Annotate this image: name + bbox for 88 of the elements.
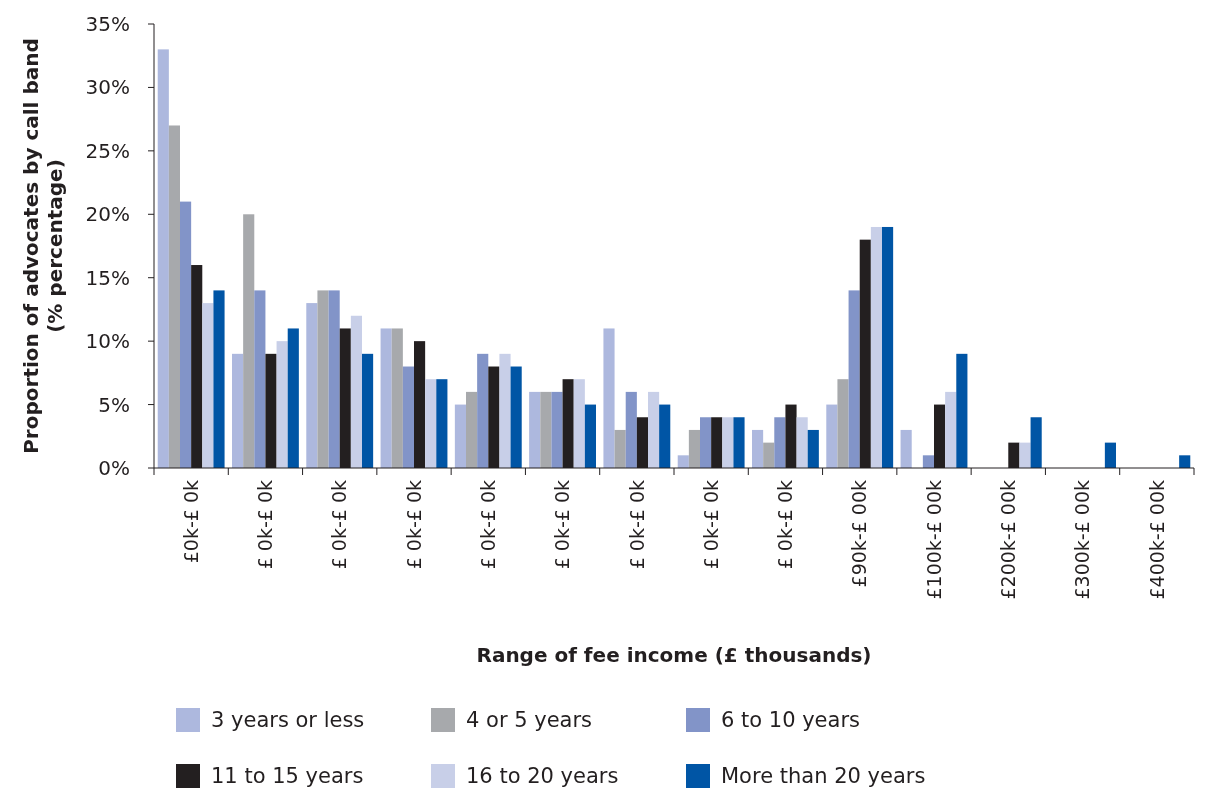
y-tick-label: 15% [85,265,130,290]
bar [350,315,362,468]
bar [499,353,511,468]
bar [425,379,437,468]
bar [700,417,712,468]
bar [202,303,214,468]
bar [826,404,838,468]
bar [540,391,552,468]
bar [882,226,894,468]
bar [157,49,169,468]
bar [436,379,448,468]
bar [648,391,660,468]
y-tick-label: 10% [85,329,130,354]
bar [837,379,849,468]
bar [807,429,819,468]
bar [659,404,671,468]
bar [722,417,734,468]
bar [945,391,957,468]
bar [922,455,934,468]
x-tick-label: £300k-£ 00k [1071,480,1094,600]
x-tick-label: £0k-£ 0k [179,480,202,564]
bar [900,429,912,468]
legend-label: 6 to 10 years [721,708,860,733]
bar [1179,455,1191,468]
bar [1030,417,1042,468]
bar [254,290,266,468]
legend-label: 16 to 20 years [466,764,619,789]
y-tick-label: 25% [85,138,130,163]
bar [603,328,615,468]
bar [510,366,522,468]
bar [454,404,466,468]
y-axis-title: Proportion of advocates by call band (% percentage) [19,38,67,454]
bar [573,379,585,468]
bar [870,226,882,468]
x-tick-label: £200k-£ 00k [996,480,1019,600]
bar [752,429,764,468]
x-tick-label: £100k-£ 00k [922,480,945,600]
bar [362,353,374,468]
bar [306,303,318,468]
bar [168,125,180,468]
bar [796,417,808,468]
legend-label: More than 20 years [721,764,926,789]
bar [243,214,255,468]
bar [402,366,414,468]
bar [956,353,968,468]
y-tick-label: 35% [85,12,130,36]
x-tick-label: £ 0k-£ 0k [402,480,425,570]
bar [466,391,478,468]
bar [625,391,637,468]
bar [688,429,700,468]
y-tick-label: 0% [98,456,130,480]
bar [391,328,403,468]
legend-label: 4 or 5 years [466,708,593,733]
y-tick-label: 20% [85,202,130,227]
bar [380,328,392,468]
x-tick-label: £90k-£ 00k [848,480,871,588]
x-tick-label: £ 0k-£ 0k [625,480,648,570]
legend-label: 3 years or less [211,708,365,733]
x-tick-label: £ 0k-£ 0k [254,480,277,570]
x-tick-label: £ 0k-£ 0k [476,480,499,570]
x-tick-label: £ 0k-£ 0k [774,480,797,570]
bar [614,429,626,468]
bar [584,404,596,468]
y-tick-label: 30% [85,75,130,100]
x-tick-label: £ 0k-£ 0k [699,480,722,570]
bar [733,417,745,468]
bar [328,290,340,468]
bar [180,201,192,468]
x-tick-label: £ 0k-£ 0k [551,480,574,570]
legend-label: 11 to 15 years [211,764,364,789]
bar [317,290,329,468]
bar [848,290,860,468]
bar [551,391,563,468]
bar [763,442,775,468]
bar [774,417,786,468]
x-axis-title: Range of fee income (£ thousands) [476,643,872,667]
bar [213,290,225,468]
y-tick-label: 5% [98,392,130,417]
bar [287,328,299,468]
bar [477,353,489,468]
bar [1104,442,1116,468]
bar [677,455,689,468]
bar [232,353,244,468]
bar [1019,442,1031,468]
x-tick-label: £ 0k-£ 0k [328,480,351,570]
bar [529,391,541,468]
bar [276,341,288,468]
x-tick-label: £400k-£ 00k [1145,480,1168,600]
